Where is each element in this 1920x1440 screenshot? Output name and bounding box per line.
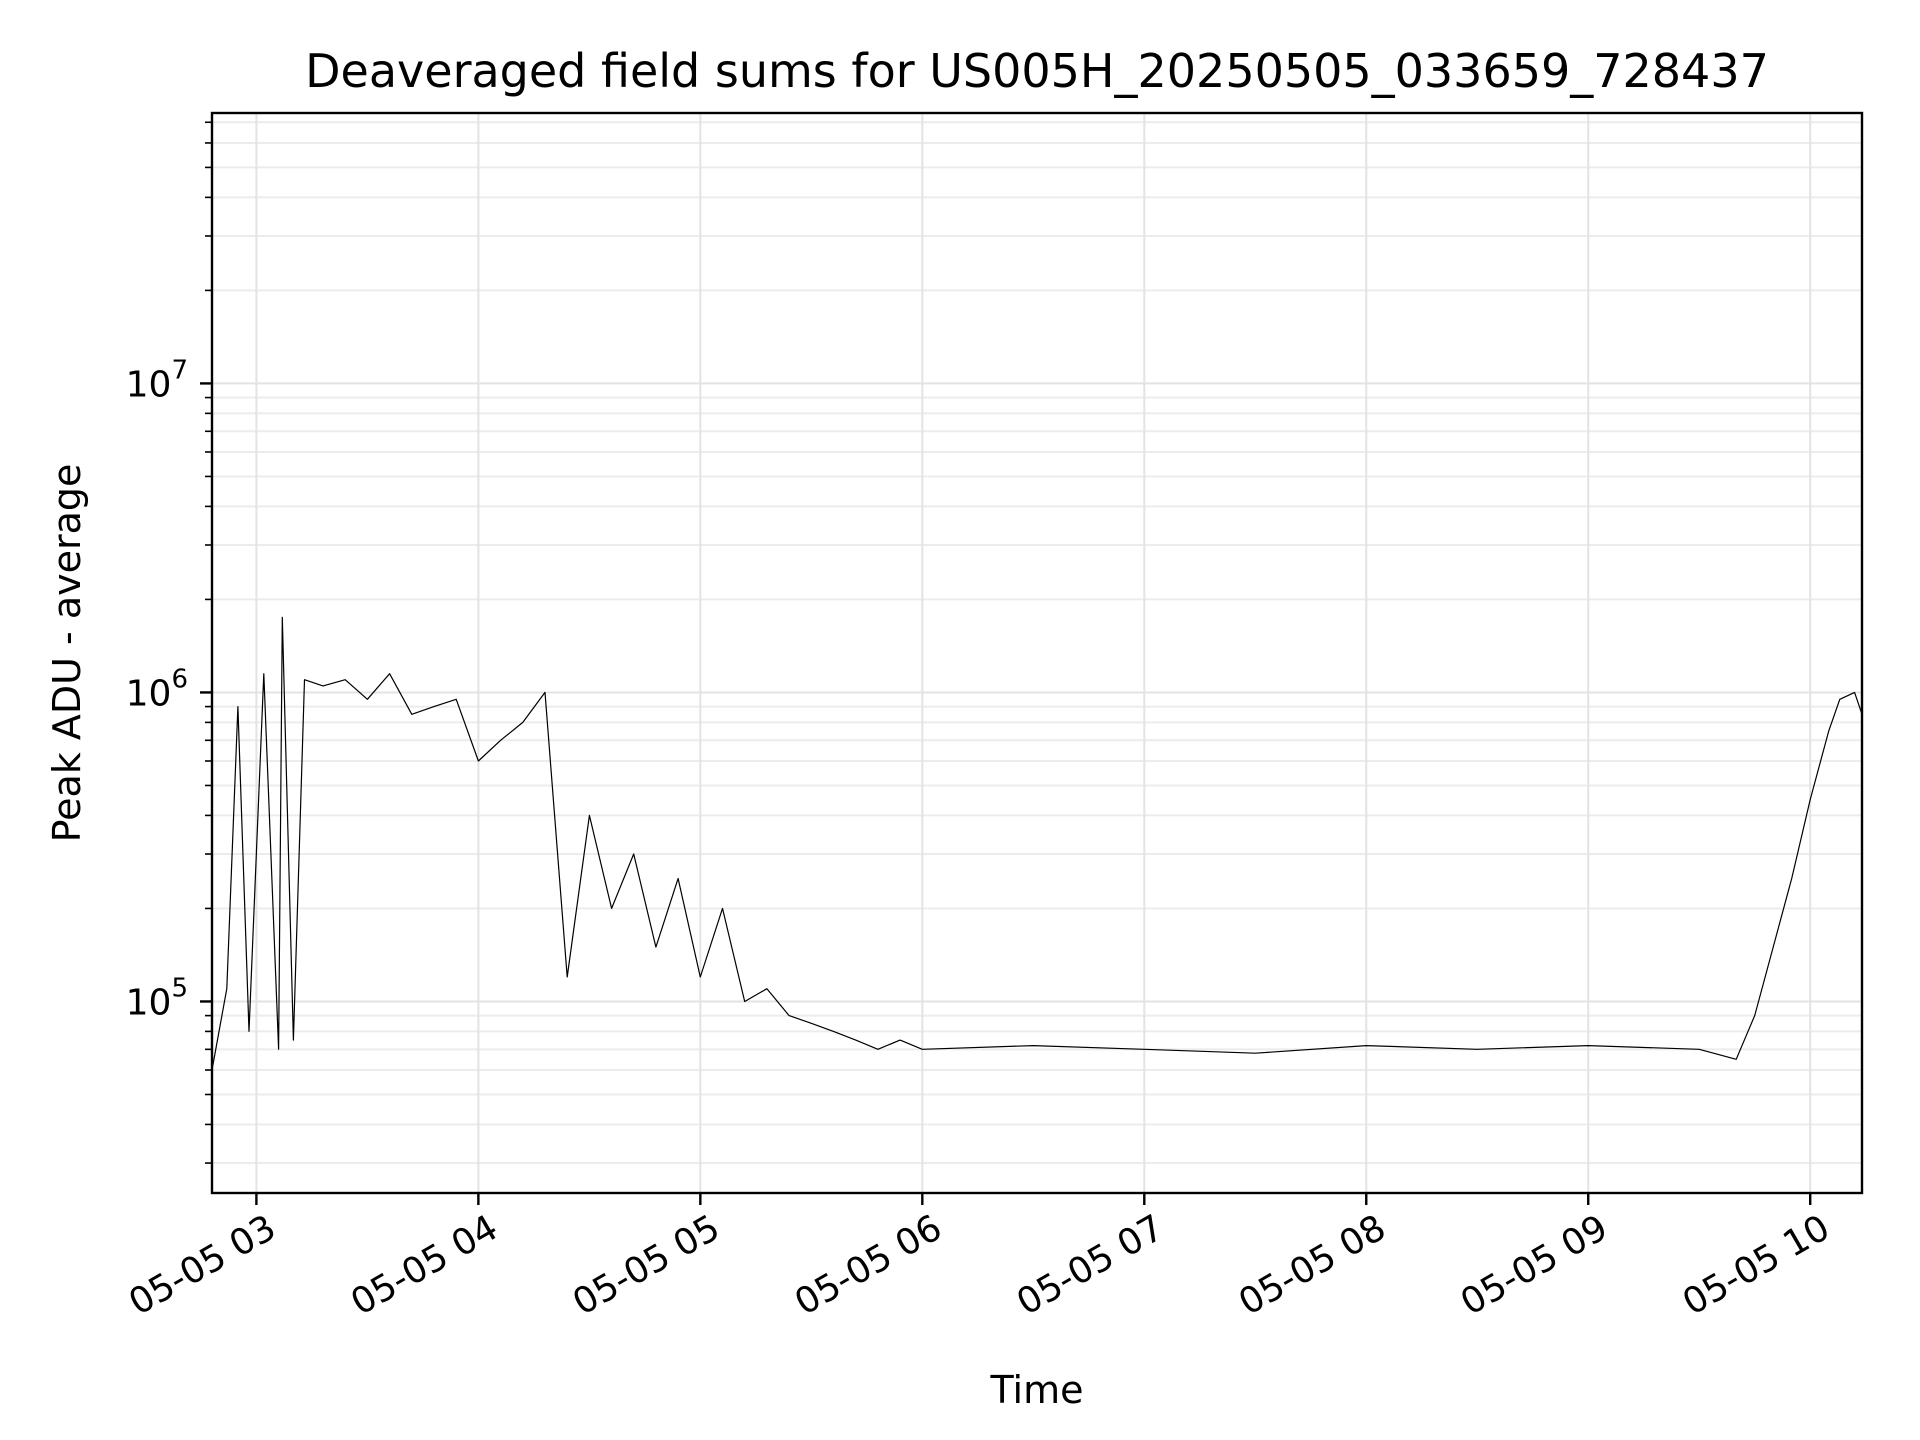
plot-frame (210, 111, 1864, 1195)
y-axis-label: Peak ADU - average (45, 464, 89, 843)
series-line (211, 616, 1863, 1071)
grid-lines (212, 113, 1862, 1193)
x-axis-label: Time (990, 1368, 1084, 1412)
series-layer (211, 616, 1863, 1071)
y-tick-label: 106 (126, 664, 188, 714)
y-tick-label: 105 (126, 973, 188, 1023)
chart-title: Deaveraged field sums for US005H_2025050… (305, 44, 1769, 98)
y-tick-label: 107 (126, 355, 188, 405)
